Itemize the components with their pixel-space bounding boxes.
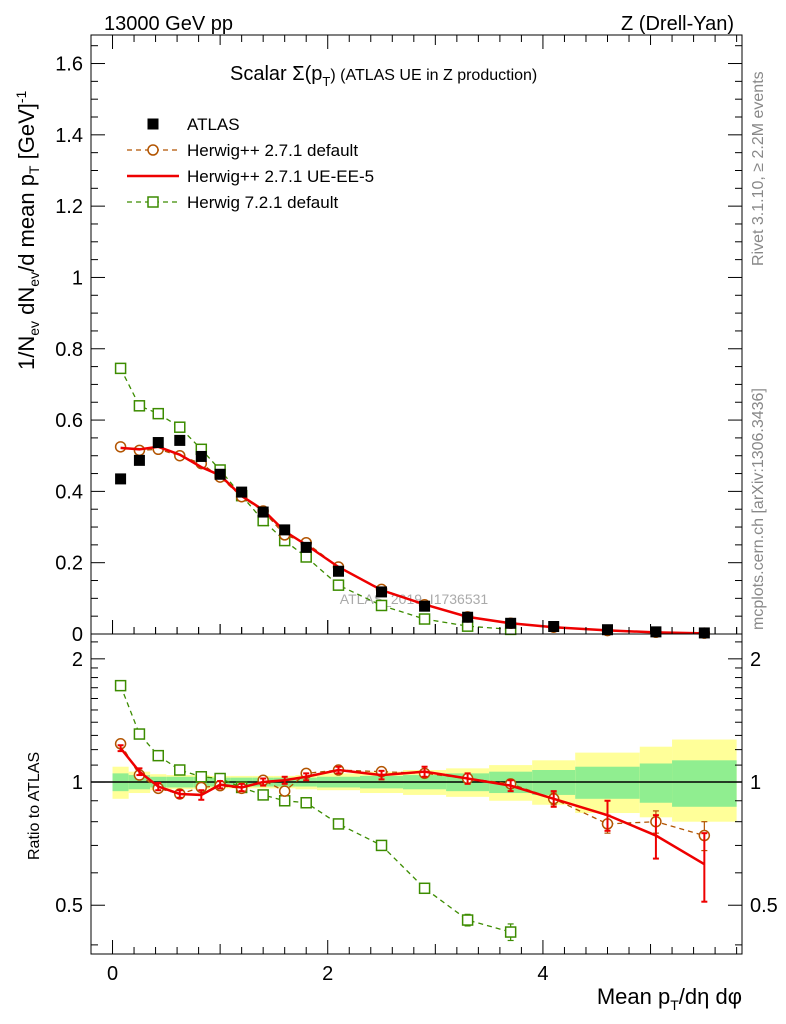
herwig7-ratio-marker xyxy=(195,771,208,783)
ratio-y-tick-label: 2 xyxy=(72,649,83,671)
main-y-tick-label: 0 xyxy=(72,624,83,646)
header-process-name: Z (Drell-Yan) xyxy=(621,13,734,35)
herwig7-ratio-marker xyxy=(133,728,146,740)
herwigpp-default-main-marker xyxy=(114,441,127,453)
herwig7-ratio-marker xyxy=(504,926,517,938)
ratio-frame xyxy=(90,633,743,955)
atlas-data-point xyxy=(548,621,560,633)
herwig7-ratio-marker xyxy=(375,839,388,852)
atlas-data-point xyxy=(279,524,291,536)
herwig7-ratio-marker xyxy=(257,789,269,801)
herwig7-ratio-marker xyxy=(152,749,165,762)
main-y-tick-label: 0.8 xyxy=(55,339,83,361)
herwigpp-default-ratio-marker xyxy=(278,785,291,797)
main-y-tick-label: 0.4 xyxy=(55,481,83,503)
atlas-data-point xyxy=(236,486,248,498)
ratio-x-tick-label: 2 xyxy=(322,963,333,985)
ratio-y-tick-label-right: 0.5 xyxy=(750,895,778,917)
herwig7-ratio-marker xyxy=(418,882,431,895)
legend-label: Herwig 7.2.1 default xyxy=(187,193,338,212)
atlas-data-point xyxy=(214,468,226,480)
herwig7-ratio-marker xyxy=(114,679,127,692)
herwig7-main-marker xyxy=(174,421,186,433)
ratio-y-tick-label-right: 1 xyxy=(750,772,761,794)
ratio-y-tick-label: 0.5 xyxy=(55,895,83,917)
atlas-data-point xyxy=(300,541,312,553)
atlas-data-point xyxy=(152,437,164,449)
herwig7-ratio-marker xyxy=(332,818,345,830)
herwig7-ratio-marker xyxy=(174,764,186,776)
legend-marker-atlas xyxy=(147,118,159,130)
atlas-data-point xyxy=(133,454,145,466)
herwig7-main-marker xyxy=(133,400,146,412)
atlas-data-point xyxy=(650,626,662,638)
herwig7-main-marker xyxy=(375,599,388,612)
herwig7-ratio-marker xyxy=(278,795,291,807)
main-y-tick-label: 0.6 xyxy=(55,410,83,432)
herwig7-ratio-line xyxy=(119,685,511,933)
atlas-data-point xyxy=(115,473,127,485)
atlas-data-point xyxy=(195,450,207,462)
herwig7-main-line xyxy=(120,368,511,631)
analysis-watermark: ATLAS_2019_I1736531 xyxy=(340,591,489,607)
main-y-axis-title: 1/Nev dNev/d mean pT [GeV]-1 xyxy=(13,90,42,370)
atlas-data-point xyxy=(174,434,186,446)
ratio-y-axis-title: Ratio to ATLAS xyxy=(26,752,43,860)
rivet-version-label: Rivet 3.1.10, ≥ 2.2M events xyxy=(750,71,767,266)
herwig7-ratio-marker xyxy=(461,914,474,926)
ratio-x-tick-label: 0 xyxy=(107,963,118,985)
atlas-data-point xyxy=(257,506,269,518)
atlas-data-point xyxy=(505,617,517,629)
legend-marker-herwigpp-default xyxy=(147,144,159,156)
herwig7-main-marker xyxy=(332,579,345,591)
herwig7-main-marker xyxy=(114,362,127,375)
ratio-y-tick-label-right: 2 xyxy=(750,649,761,671)
plot-title: Scalar Σ(pT) (ATLAS UE in Z production) xyxy=(230,63,537,89)
legend-label: Herwig++ 2.7.1 UE-EE-5 xyxy=(187,167,374,186)
atlas-data-point xyxy=(698,627,710,639)
x-axis-title: Mean pT/dη dφ xyxy=(597,984,742,1013)
atlas-data-point xyxy=(419,600,431,612)
atlas-data-point xyxy=(376,586,388,598)
main-y-tick-label: 1 xyxy=(72,267,83,289)
main-y-tick-label: 1.4 xyxy=(55,125,83,147)
ratio-x-tick-label: 4 xyxy=(537,963,548,985)
ratio-band-inner xyxy=(639,763,673,803)
herwig7-main-marker xyxy=(152,407,165,420)
main-y-tick-label: 1.6 xyxy=(55,54,83,76)
herwig7-ratio-marker xyxy=(300,796,312,809)
ratio-panel: 0 2 4 0.5 0.5 1 1 2 2 xyxy=(55,620,778,985)
main-y-tick-label: 1.2 xyxy=(55,196,83,218)
ratio-band-inner xyxy=(672,760,737,807)
legend: ATLAS Herwig++ 2.7.1 default Herwig++ 2.7.… xyxy=(127,115,374,212)
legend-label: Herwig++ 2.7.1 default xyxy=(187,141,358,160)
atlas-data-point xyxy=(332,565,344,577)
herwig7-main-marker xyxy=(418,613,431,625)
atlas-data-point xyxy=(462,611,474,623)
legend-label: ATLAS xyxy=(187,115,240,134)
herwig7-main-marker xyxy=(300,551,312,563)
main-y-tick-label: 0.2 xyxy=(55,553,83,575)
mcplots-label: mcplots.cern.ch [arXiv:1306.3436] xyxy=(750,388,767,630)
header-process-energy: 13000 GeV pp xyxy=(104,13,233,35)
legend-marker-herwig7 xyxy=(147,196,159,208)
ratio-y-tick-label: 1 xyxy=(72,772,83,794)
